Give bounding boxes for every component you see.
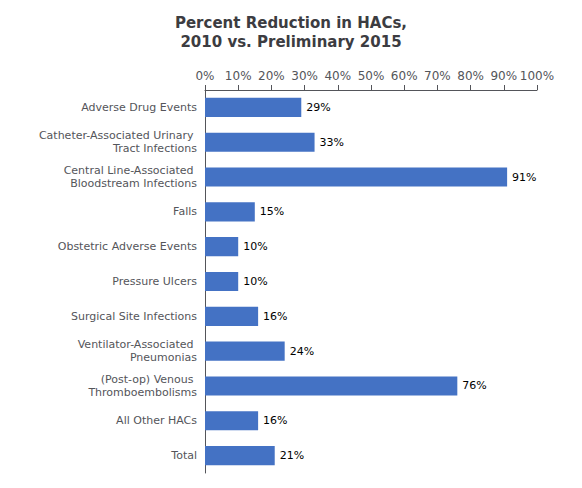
svg-text:16%: 16% (263, 414, 287, 427)
svg-text:24%: 24% (290, 345, 314, 358)
svg-text:60%: 60% (391, 69, 418, 83)
svg-text:Central Line-Associated: Central Line-Associated (64, 164, 197, 177)
svg-text:Tract Infections: Tract Infections (112, 142, 197, 155)
svg-text:70%: 70% (424, 69, 451, 83)
svg-text:91%: 91% (512, 171, 536, 184)
svg-text:50%: 50% (358, 69, 385, 83)
svg-text:15%: 15% (260, 205, 284, 218)
svg-text:33%: 33% (320, 136, 344, 149)
svg-text:0%: 0% (195, 69, 214, 83)
svg-text:16%: 16% (263, 310, 287, 323)
svg-text:10%: 10% (243, 275, 267, 288)
svg-text:40%: 40% (324, 69, 351, 83)
svg-text:21%: 21% (280, 449, 304, 462)
svg-text:80%: 80% (457, 69, 484, 83)
svg-text:Pneumonias: Pneumonias (130, 351, 197, 364)
svg-text:Percent Reduction in HACs,: Percent Reduction in HACs, (175, 14, 407, 32)
svg-text:Catheter-Associated Urinary: Catheter-Associated Urinary (39, 129, 197, 142)
svg-text:2010 vs. Preliminary 2015: 2010 vs. Preliminary 2015 (180, 33, 401, 51)
svg-text:All Other HACs: All Other HACs (116, 414, 197, 427)
svg-text:90%: 90% (490, 69, 517, 83)
svg-text:Ventilator-Associated: Ventilator-Associated (78, 338, 197, 351)
svg-text:30%: 30% (291, 69, 318, 83)
svg-text:10%: 10% (225, 69, 252, 83)
svg-text:10%: 10% (243, 240, 267, 253)
svg-text:Thromboembolisms: Thromboembolisms (87, 386, 197, 399)
svg-text:(Post-op) Venous: (Post-op) Venous (101, 373, 197, 386)
svg-text:29%: 29% (306, 101, 330, 114)
svg-text:Bloodstream Infections: Bloodstream Infections (70, 177, 197, 190)
svg-text:Surgical Site Infections: Surgical Site Infections (71, 310, 197, 323)
svg-text:Falls: Falls (173, 205, 197, 218)
svg-text:Total: Total (170, 449, 197, 462)
svg-text:100%: 100% (520, 69, 554, 83)
svg-text:Pressure Ulcers: Pressure Ulcers (112, 275, 197, 288)
svg-text:Obstetric Adverse Events: Obstetric Adverse Events (58, 240, 198, 253)
svg-text:76%: 76% (462, 379, 486, 392)
svg-text:Adverse Drug Events: Adverse Drug Events (81, 101, 197, 114)
svg-text:20%: 20% (258, 69, 285, 83)
